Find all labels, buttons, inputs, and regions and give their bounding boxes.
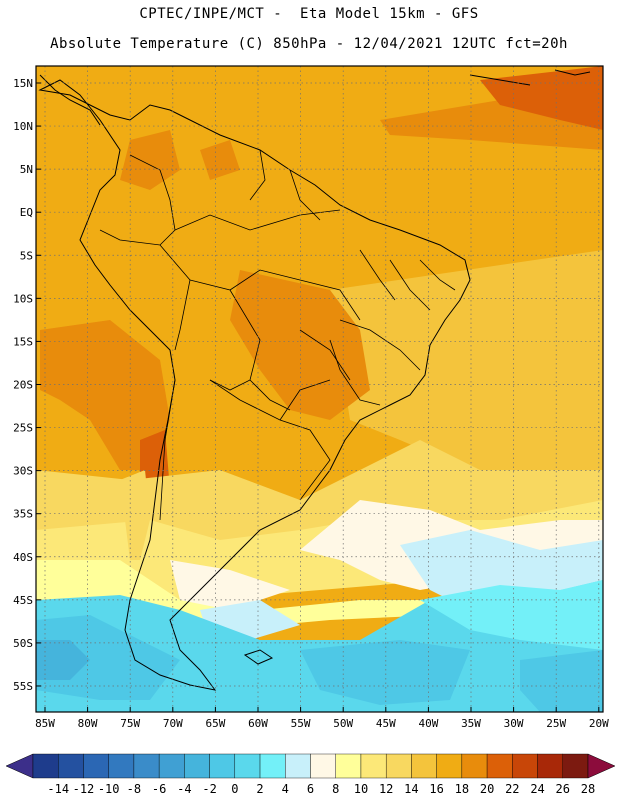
colorbar-label: -6 [152, 782, 166, 796]
colorbar-left-arrow [5, 753, 34, 779]
lon-label: 75W [120, 717, 140, 730]
coastlines [38, 69, 591, 691]
lat-label: 20S [13, 378, 33, 391]
colorbar-label: 10 [354, 782, 368, 796]
lat-label: 55S [13, 680, 33, 693]
colorbar-swatch [285, 753, 311, 779]
graticule [36, 66, 603, 712]
colorbar: -14 -12 -10 -8 -6 -4 -2 0 2 4 6 8 10 12 14 16 18 20 22 24 26… [5, 753, 616, 796]
lon-label: 35W [461, 717, 481, 730]
temperature-map: 15N 10N 5N EQ 5S 10S 15S 20S 25S 30S 35S 40S 45S 50S 5… [13, 65, 609, 730]
colorbar-label: 0 [231, 782, 238, 796]
lon-label: 85W [35, 717, 55, 730]
colorbar-swatch [58, 753, 84, 779]
colorbar-label: 4 [282, 782, 289, 796]
colorbar-label: -10 [98, 782, 120, 796]
colorbar-swatch [209, 753, 236, 779]
lon-label: 40W [418, 717, 438, 730]
lon-label: 50W [333, 717, 353, 730]
colorbar-swatch [184, 753, 210, 779]
colorbar-swatch [133, 753, 160, 779]
colorbar-swatch [385, 753, 412, 779]
colorbar-swatch [158, 753, 185, 779]
colorbar-swatch [83, 753, 109, 779]
longitude-axis: 85W 80W 75W 70W 65W 60W 55W 50W 45W 40W 35W 30W 25W 2… [35, 707, 609, 730]
colorbar-swatch [108, 753, 135, 779]
colorbar-right-arrow [587, 753, 616, 779]
colorbar-swatch [461, 753, 488, 779]
lat-label: 35S [13, 508, 33, 521]
colorbar-label: 2 [256, 782, 263, 796]
lon-label: 20W [589, 717, 609, 730]
colorbar-label: 12 [379, 782, 393, 796]
colorbar-label: -4 [177, 782, 191, 796]
lon-label: 45W [376, 717, 396, 730]
lat-label: 10N [13, 120, 33, 133]
lat-label: 25S [13, 422, 33, 435]
lon-label: 60W [248, 717, 268, 730]
colorbar-label: 16 [429, 782, 443, 796]
colorbar-swatch [360, 753, 387, 779]
country-borders [99, 149, 456, 521]
latitude-axis: 15N 10N 5N EQ 5S 10S 15S 20S 25S 30S 35S 40S 45S 50S 5… [13, 77, 41, 693]
colorbar-swatch [335, 753, 362, 779]
colorbar-label: 8 [332, 782, 339, 796]
lon-label: 65W [205, 717, 225, 730]
colorbar-label: 18 [455, 782, 469, 796]
lat-label: 45S [13, 594, 33, 607]
lat-label: 5N [20, 163, 33, 176]
colorbar-swatch [436, 753, 463, 779]
lat-label: 15S [13, 335, 33, 348]
colorbar-label: -8 [127, 782, 141, 796]
colorbar-swatch [234, 753, 261, 779]
lat-label: 30S [13, 465, 33, 478]
lon-label: 80W [78, 717, 98, 730]
colorbar-label: 20 [480, 782, 494, 796]
lon-label: 70W [163, 717, 183, 730]
colorbar-label: 14 [404, 782, 418, 796]
colorbar-label: 22 [505, 782, 519, 796]
colorbar-label: -14 [47, 782, 69, 796]
lat-label: 15N [13, 77, 33, 90]
colorbar-label: -2 [202, 782, 216, 796]
temperature-field [36, 66, 603, 712]
title-line-1: CPTEC/INPE/MCT - Eta Model 15km - GFS [139, 6, 479, 22]
map-frame [35, 65, 604, 713]
colorbar-label: 26 [556, 782, 570, 796]
lat-label: 5S [20, 249, 33, 262]
colorbar-label: 24 [530, 782, 544, 796]
lon-label: 55W [291, 717, 311, 730]
lat-label: 50S [13, 637, 33, 650]
colorbar-labels: -14 -12 -10 -8 -6 -4 -2 0 2 4 6 8 10 12 14 16 18 20 22 24 26… [47, 782, 595, 796]
colorbar-swatch [537, 753, 563, 779]
title-line-2: Absolute Temperature (C) 850hPa - 12/04/… [50, 36, 568, 52]
lon-label: 25W [546, 717, 566, 730]
lat-label: 10S [13, 292, 33, 305]
colorbar-swatch [32, 753, 59, 779]
colorbar-swatch [512, 753, 538, 779]
colorbar-swatch [411, 753, 437, 779]
colorbar-swatch [259, 753, 286, 779]
lat-label: EQ [20, 206, 33, 219]
colorbar-swatch [562, 753, 589, 779]
colorbar-swatch [310, 753, 336, 779]
colorbar-label: 6 [307, 782, 314, 796]
colorbar-swatch [486, 753, 513, 779]
lat-label: 40S [13, 551, 33, 564]
colorbar-label: 28 [581, 782, 595, 796]
lon-label: 30W [504, 717, 524, 730]
colorbar-label: -12 [73, 782, 95, 796]
colorbar-boxes [32, 753, 589, 779]
